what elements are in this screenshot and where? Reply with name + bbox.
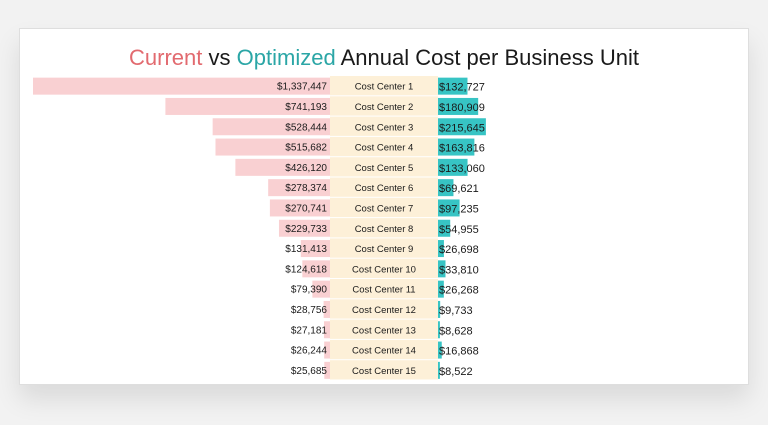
- optimized-bar: [438, 260, 446, 278]
- chart-svg: $1,337,447 Cost Center 1 $132,727 $741,193 C…: [33, 76, 486, 380]
- current-value-label: $528,444: [285, 122, 327, 133]
- current-bar: [33, 77, 330, 95]
- category-band: [330, 360, 438, 380]
- current-value-label: $270,741: [285, 203, 327, 214]
- category-band: [330, 157, 438, 177]
- optimized-value-label: $215,645: [439, 122, 485, 134]
- current-bar: [302, 260, 330, 278]
- current-value-label: $1,337,447: [277, 82, 327, 93]
- category-band: [330, 96, 438, 116]
- title-rest: Annual Cost per Business Unit: [340, 45, 639, 70]
- current-value-label: $131,413: [285, 244, 327, 255]
- title-vs-word: vs: [208, 45, 231, 70]
- optimized-value-label: $97,235: [439, 203, 479, 215]
- current-bar: [324, 341, 330, 359]
- category-label: Cost Center 12: [352, 305, 416, 316]
- optimized-value-label: $16,868: [439, 346, 479, 358]
- category-label: Cost Center 14: [352, 346, 416, 357]
- category-label: Cost Center 5: [355, 163, 414, 174]
- category-label: Cost Center 10: [352, 264, 416, 275]
- optimized-bar: [438, 77, 468, 95]
- current-bar: [300, 240, 330, 258]
- category-band: [330, 116, 438, 136]
- category-band: [330, 279, 438, 299]
- optimized-bar: [438, 179, 454, 197]
- title-current-word: Current: [129, 45, 203, 70]
- current-value-label: $278,374: [285, 183, 327, 194]
- current-value-label: $79,390: [291, 285, 328, 296]
- category-label: Cost Center 2: [355, 102, 414, 113]
- category-band: [330, 218, 438, 238]
- optimized-value-label: $133,060: [439, 163, 485, 175]
- category-label: Cost Center 11: [352, 285, 415, 296]
- category-label: Cost Center 4: [355, 143, 414, 154]
- current-bar: [212, 118, 330, 136]
- current-value-label: $28,756: [291, 305, 328, 316]
- optimized-value-label: $8,628: [439, 325, 473, 337]
- current-bar: [269, 199, 330, 217]
- current-bar: [323, 321, 330, 339]
- category-band: [330, 197, 438, 218]
- current-bar: [268, 179, 330, 197]
- current-value-label: $741,193: [285, 102, 327, 113]
- optimized-value-label: $180,909: [439, 102, 485, 114]
- category-label: Cost Center 7: [355, 203, 414, 214]
- category-band: [330, 339, 438, 360]
- optimized-value-label: $33,810: [439, 264, 479, 276]
- optimized-value-label: $26,698: [439, 244, 479, 256]
- optimized-bar: [438, 341, 442, 359]
- chart-card: Current vs Optimized Annual Cost per Bus…: [19, 28, 749, 385]
- optimized-bar: [438, 361, 440, 379]
- category-band: [330, 258, 438, 278]
- optimized-value-label: $132,727: [439, 82, 485, 94]
- current-bar: [215, 138, 330, 156]
- optimized-bar: [438, 280, 444, 298]
- optimized-bar: [438, 321, 440, 339]
- optimized-value-label: $9,733: [439, 305, 473, 317]
- current-bar: [165, 97, 330, 115]
- category-label: Cost Center 3: [355, 122, 414, 133]
- current-value-label: $229,733: [285, 224, 327, 235]
- category-band: [330, 136, 438, 157]
- current-value-label: $124,618: [285, 264, 327, 275]
- category-label: Cost Center 6: [355, 183, 414, 194]
- current-bar: [323, 300, 330, 318]
- optimized-bar: [438, 240, 444, 258]
- category-band: [330, 238, 438, 258]
- current-value-label: $515,682: [285, 143, 327, 154]
- optimized-value-label: $163,816: [439, 143, 485, 155]
- category-band: [330, 319, 438, 339]
- current-value-label: $26,244: [291, 346, 328, 357]
- optimized-bar: [438, 118, 486, 136]
- optimized-value-label: $69,621: [439, 183, 479, 195]
- category-label: Cost Center 13: [352, 325, 416, 336]
- optimized-bar: [438, 158, 468, 176]
- optimized-bar: [438, 300, 441, 318]
- optimized-value-label: $54,955: [439, 224, 479, 236]
- current-bar: [312, 280, 330, 298]
- category-label: Cost Center 1: [355, 82, 414, 93]
- current-value-label: $426,120: [285, 163, 327, 174]
- category-band: [330, 299, 438, 319]
- optimized-value-label: $8,522: [439, 366, 473, 378]
- optimized-bar: [438, 138, 475, 156]
- category-band: [330, 177, 438, 197]
- current-bar: [324, 361, 330, 379]
- optimized-bar: [438, 199, 460, 217]
- current-bar: [235, 158, 330, 176]
- optimized-bar: [438, 97, 479, 115]
- category-label: Cost Center 8: [355, 224, 414, 235]
- optimized-bar: [438, 219, 451, 237]
- current-value-label: $27,181: [291, 325, 328, 336]
- chart-title: Current vs Optimized Annual Cost per Bus…: [20, 45, 748, 71]
- category-label: Cost Center 9: [355, 244, 414, 255]
- current-bar: [278, 219, 330, 237]
- category-label: Cost Center 15: [352, 366, 416, 377]
- optimized-value-label: $26,268: [439, 285, 479, 297]
- title-optimized-word: Optimized: [236, 45, 336, 70]
- current-value-label: $25,685: [291, 366, 328, 377]
- category-band: [330, 76, 438, 96]
